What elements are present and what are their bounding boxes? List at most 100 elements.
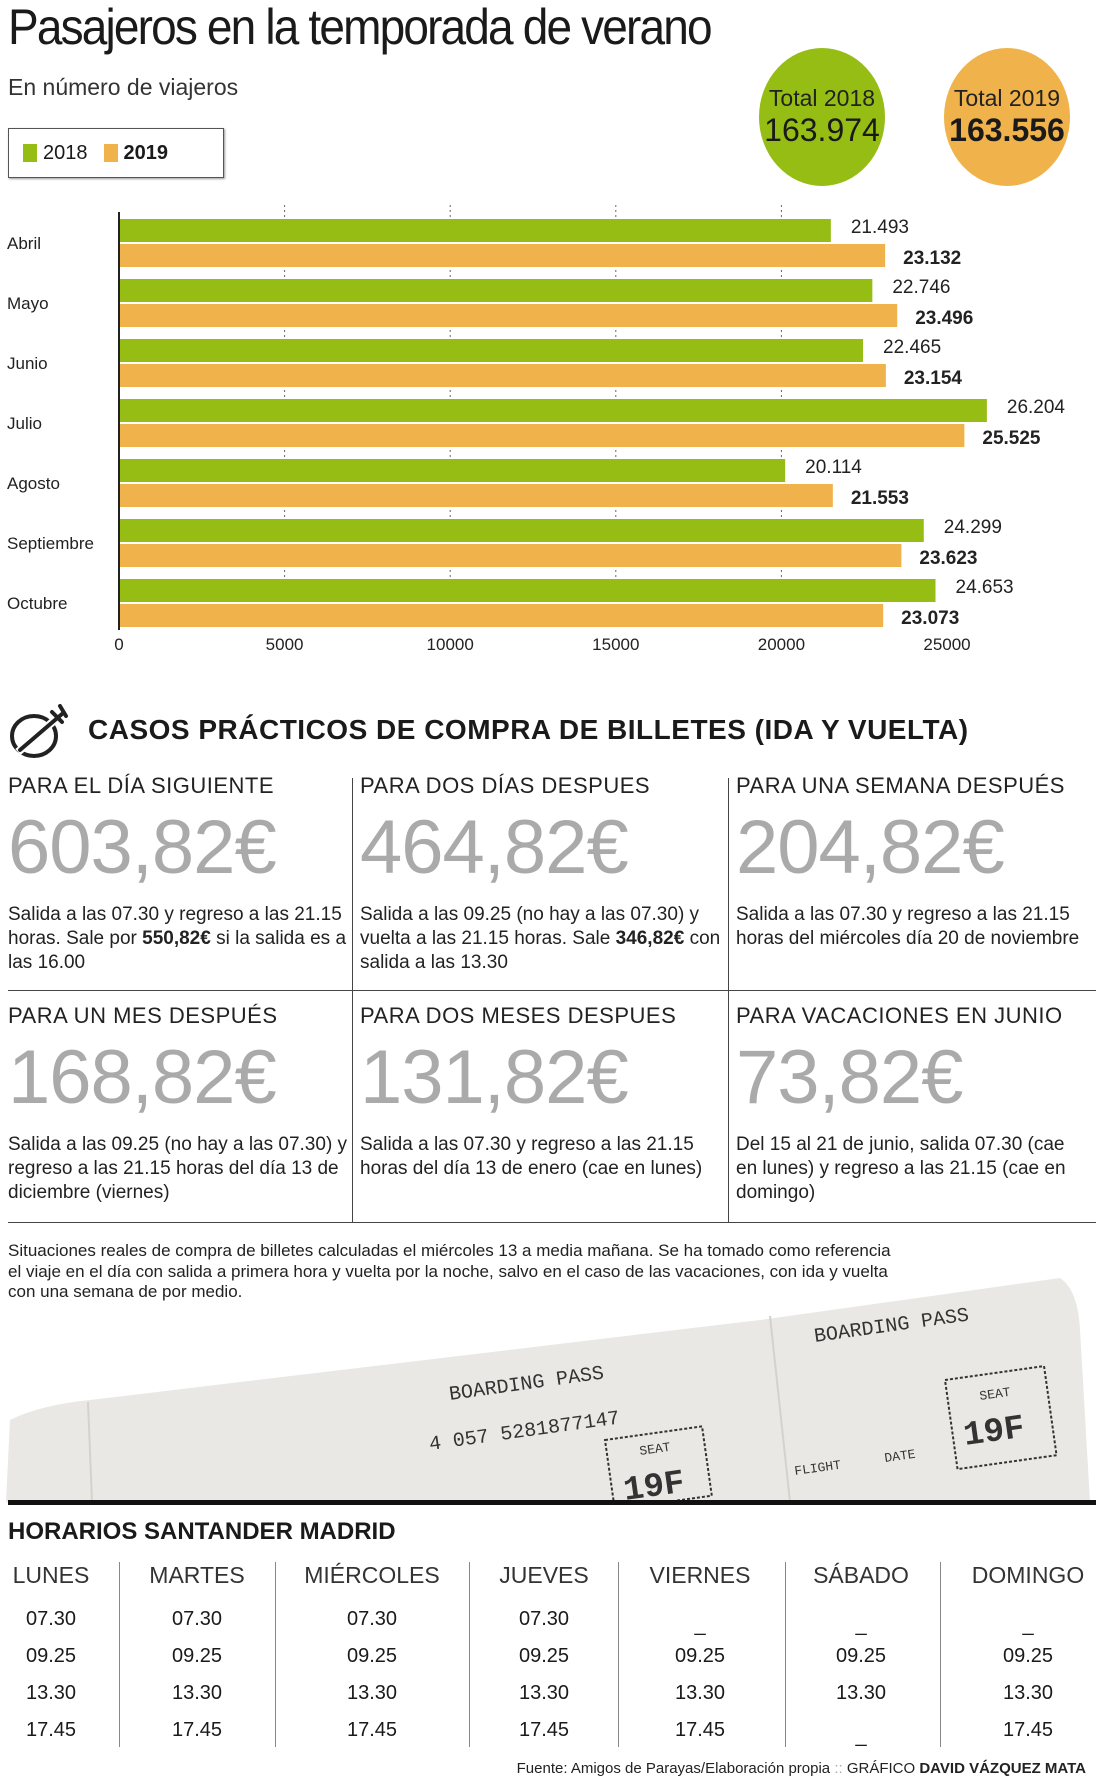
column-divider [618,1562,619,1747]
bar-2019 [119,544,902,567]
case-description: Salida a las 07.30 y regreso a las 21.15… [8,903,360,975]
case-description-text: Del 15 al 21 de junio, salida 07.30 (cae… [736,1134,1066,1203]
data-label-2019: 25.525 [982,428,1041,449]
legend: 2018 2019 [8,128,224,178]
total-2018-badge: Total 2018 163.974 [759,48,885,186]
category-label: Abril [7,234,41,253]
bar-2019 [119,364,886,387]
bar-2018 [119,219,831,242]
day-header: DOMINGO [971,1562,1085,1588]
x-tick-label: 10000 [427,635,474,654]
plane-globe-icon [10,704,71,758]
case-alt-price: 346,82€ [615,928,685,949]
departure-time: 17.45 [171,1719,223,1741]
case-title: PARA UN MES DESPUÉS [8,1003,278,1028]
boarding-pass-image: BOARDING PASS 4 057 5281877147 BOARDING … [6,1278,1090,1502]
departure-time: 17.45 [25,1719,77,1741]
case-title: PARA DOS DÍAS DESPUES [360,773,651,798]
case-description: Salida a las 07.30 y regreso a las 21.15… [736,903,1088,951]
category-label: Septiembre [7,534,94,553]
data-label-2018: 21.493 [851,217,909,238]
total-2019-badge: Total 2019 163.556 [944,48,1070,186]
column-divider [469,1562,470,1747]
data-label-2018: 22.465 [883,337,941,358]
ticket-seat-label: SEAT [638,1440,671,1459]
case-title: PARA EL DÍA SIGUIENTE [8,773,275,798]
data-label-2019: 23.132 [903,248,961,269]
ticket-date-label: DATE [883,1447,916,1466]
departure-time: 13.30 [171,1682,223,1704]
ticket-seat-label-2: SEAT [978,1385,1011,1404]
day-header: MARTES [149,1562,245,1588]
departure-time: 09.25 [518,1645,570,1667]
departure-time: 09.25 [674,1645,726,1667]
divider [728,778,729,1222]
column-divider [785,1562,786,1747]
case-price: 168,82€ [8,1035,277,1120]
price-case-card: PARA DOS MESES DESPUES 131,82€ Salida a … [352,1003,724,1181]
ticket-seat-2: 19F [961,1410,1027,1456]
column-divider [940,1562,941,1747]
bar-2019 [119,424,965,447]
ticket-seat: 19F [621,1465,687,1502]
section-divider [8,1500,1096,1505]
x-tick-label: 20000 [758,635,805,654]
column-divider [119,1562,120,1747]
total-2019-label: Total 2019 [953,85,1061,111]
source-text: Fuente: Amigos de Parayas/Elaboración pr… [516,1760,831,1777]
x-tick-label: 15000 [592,635,639,654]
ticket-flight-label: FLIGHT [793,1458,842,1479]
departure-time: 09.25 [171,1645,223,1667]
bar-2019 [119,304,898,327]
departure-time: 13.30 [518,1682,570,1704]
price-case-card: PARA VACACIONES EN JUNIO 73,82€ Del 15 a… [728,1003,1088,1205]
data-label-2018: 22.746 [892,277,950,298]
divider [8,990,1096,991]
subtitle: En número de viajeros [8,74,239,100]
case-description: Del 15 al 21 de junio, salida 07.30 (cae… [736,1133,1088,1205]
departure-time: 17.45 [674,1719,726,1741]
departure-time: 09.25 [346,1645,398,1667]
day-header: SÁBADO [813,1562,909,1588]
case-title: PARA DOS MESES DESPUES [360,1003,677,1028]
price-case-card: PARA UN MES DESPUÉS 168,82€ Salida a las… [0,1003,360,1205]
data-label-2019: 21.553 [851,488,909,509]
bar-2019 [119,604,884,627]
data-label-2019: 23.154 [904,368,963,389]
departure-time: 09.25 [835,1645,887,1667]
case-description-text: si la salida es a las 16.00 [8,928,347,973]
departure-time: 07.30 [25,1608,77,1630]
case-description-text: Salida a las 07.30 y regreso a las 21.15… [360,1134,703,1179]
case-price: 73,82€ [736,1035,963,1120]
column-divider [275,1562,276,1747]
x-tick-label: 25000 [923,635,970,654]
data-label-2019: 23.496 [915,308,973,329]
departure-time: 13.30 [674,1682,726,1704]
bar-chart: Abril 21.493 23.132 Mayo 22.746 23.496 Junio 22… [7,205,1065,654]
day-header: MIÉRCOLES [304,1562,440,1588]
total-2019-value: 163.556 [949,112,1065,148]
departure-time: 13.30 [835,1682,887,1704]
departure-time: _ [855,1725,867,1747]
departure-time: _ [694,1614,706,1636]
page-title: Pasajeros en la temporada de verano [8,0,713,55]
category-label: Junio [7,354,48,373]
bar-2018 [119,339,864,362]
x-tick-label: 0 [114,635,123,654]
category-label: Julio [7,414,42,433]
case-description: Salida a las 07.30 y regreso a las 21.15… [360,1133,724,1181]
departure-time: 13.30 [346,1682,398,1704]
divider [352,778,353,1222]
case-price: 204,82€ [736,805,1005,890]
total-2018-value: 163.974 [764,112,880,148]
departure-time: 07.30 [346,1608,398,1630]
cases-note: Situaciones reales de compra de billetes… [8,1241,891,1301]
day-header: JUEVES [499,1562,589,1588]
data-label-2018: 24.299 [944,517,1002,538]
case-description-text: Salida a las 07.30 y regreso a las 21.15… [8,904,342,949]
departure-time: _ [1022,1614,1034,1636]
departure-time: 13.30 [1002,1682,1054,1704]
bar-2019 [119,244,886,267]
x-tick-label: 5000 [266,635,304,654]
category-label: Mayo [7,294,49,313]
